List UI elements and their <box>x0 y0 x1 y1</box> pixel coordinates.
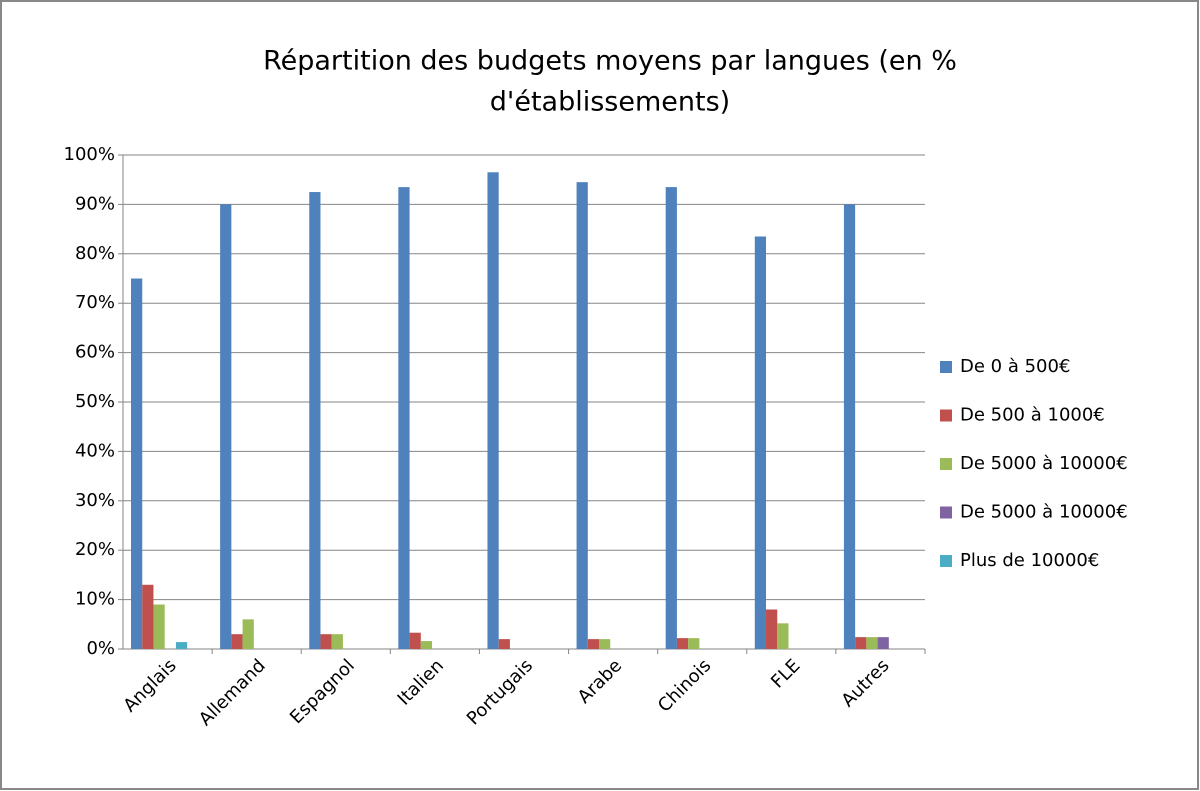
bar <box>398 187 410 650</box>
y-tick-label: 10% <box>75 589 115 610</box>
bar <box>855 637 867 649</box>
bar <box>220 204 232 649</box>
y-tick-label: 50% <box>75 391 115 412</box>
y-tick-label: 30% <box>75 490 115 511</box>
y-tick-label: 80% <box>75 243 115 264</box>
y-tick-label: 40% <box>75 440 115 461</box>
bar <box>331 634 343 649</box>
bar <box>153 604 165 649</box>
legend-swatch <box>940 361 952 373</box>
y-tick-label: 100% <box>64 144 115 165</box>
bar <box>320 634 332 649</box>
legend-swatch <box>940 458 952 470</box>
chart-title: d'établissements) <box>490 87 730 118</box>
bar <box>599 639 611 649</box>
bar <box>766 609 778 649</box>
legend-label: Plus de 10000€ <box>960 550 1099 571</box>
bar <box>131 278 143 649</box>
y-tick-label: 90% <box>75 193 115 214</box>
legend-label: De 5000 à 10000€ <box>960 502 1128 523</box>
legend-label: De 500 à 1000€ <box>960 405 1105 426</box>
bar <box>777 623 789 649</box>
legend-swatch <box>940 409 952 422</box>
legend-label: De 0 à 500€ <box>960 356 1070 377</box>
bar <box>175 642 188 649</box>
bar <box>242 619 254 649</box>
bar <box>309 192 321 650</box>
y-tick-label: 0% <box>86 638 115 659</box>
bar <box>665 187 677 650</box>
bar <box>142 584 154 649</box>
bar <box>420 641 433 649</box>
bar <box>576 182 588 650</box>
bar <box>877 637 889 649</box>
bar <box>866 637 878 649</box>
bar <box>231 634 243 649</box>
bar <box>498 639 510 649</box>
bar <box>676 638 689 649</box>
bar <box>688 638 700 649</box>
y-tick-label: 20% <box>75 539 115 560</box>
legend-swatch <box>940 555 952 567</box>
legend-swatch <box>940 506 952 519</box>
y-tick-label: 70% <box>75 292 115 313</box>
bar <box>587 639 600 649</box>
bar <box>754 236 767 649</box>
legend-label: De 5000 à 10000€ <box>960 453 1128 474</box>
y-tick-label: 60% <box>75 342 115 363</box>
bar <box>843 204 856 649</box>
bar <box>409 632 421 649</box>
bar <box>487 172 499 650</box>
chart-title: Répartition des budgets moyens par langu… <box>263 46 957 77</box>
